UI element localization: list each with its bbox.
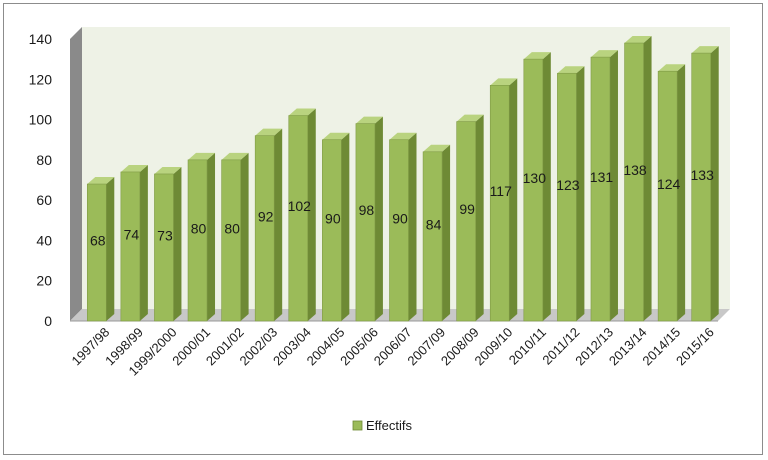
y-tick-label: 0 [44,313,52,329]
bar [489,85,510,322]
data-label: 80 [224,220,240,236]
data-label: 68 [90,232,106,248]
bar [456,121,476,322]
bar-top [691,46,719,54]
bar [422,151,443,322]
bar-top [188,152,216,160]
data-label: 99 [459,201,475,217]
bar-side [106,177,115,321]
bar [624,42,644,322]
data-label: 124 [657,176,681,192]
bar [254,135,275,322]
bar-top [423,144,451,152]
data-label: 98 [359,202,375,218]
bar-top [590,50,618,58]
bar-side [341,132,350,321]
bar-side [173,166,182,321]
data-label: 138 [623,162,647,178]
bar-side [374,116,383,321]
y-tick-label: 60 [36,192,52,208]
bar [221,159,241,322]
bar-top [523,52,551,60]
bar-side [139,164,148,321]
bar-top [490,78,518,86]
bar-side [240,152,249,321]
bar-top [120,164,148,172]
side-wall [70,27,82,321]
x-tick-label: 2015/16 [673,325,717,369]
data-label: 102 [288,198,312,214]
bar-top [87,177,115,185]
data-label: 133 [691,167,715,183]
y-tick-label: 80 [36,152,52,168]
legend-swatch [352,420,363,431]
bar-top [154,166,182,174]
bar-side [442,144,451,321]
data-label: 84 [426,216,442,232]
bar [557,72,577,322]
y-tick-label: 120 [29,71,53,87]
legend-label: Effectifs [366,418,413,433]
bar-side [207,152,216,321]
bar [691,52,712,322]
bar [355,123,376,322]
bar-top [658,64,686,72]
data-label: 74 [124,226,140,242]
data-label: 80 [191,220,207,236]
y-tick-label: 140 [29,31,53,47]
bar-side [509,78,518,321]
bar-side [475,114,484,321]
bar-top [389,132,417,140]
data-label: 130 [523,170,547,186]
bar-top [255,128,283,136]
data-label: 117 [490,183,513,199]
y-tick-label: 40 [36,232,52,248]
bar [322,139,342,322]
bar-top [355,116,383,124]
bar [590,56,611,322]
data-label: 92 [258,208,274,224]
bar [523,58,544,322]
bar-top [624,36,652,44]
x-tick-label: 2009/10 [472,325,516,369]
bar-top [221,152,249,160]
bar-top [557,66,585,74]
bar-side [643,36,652,322]
bar [389,139,409,322]
data-label: 90 [392,210,408,226]
bar-top [322,132,350,140]
bar [657,70,678,322]
bar [120,171,141,322]
bar-side [677,64,686,321]
data-label: 73 [157,227,173,243]
data-label: 123 [556,177,580,193]
bar [86,183,107,322]
data-label: 131 [590,169,614,185]
data-label: 90 [325,210,341,226]
bar-side [408,132,417,321]
bar-top [288,108,316,116]
bar-side [576,66,585,321]
bar [288,115,309,322]
bar-side [274,128,283,321]
bar-top [456,114,484,122]
bar-side [710,46,719,321]
bar [187,159,208,322]
bar-side [307,108,316,322]
bar [154,173,174,322]
y-tick-label: 100 [29,112,53,128]
y-tick-label: 20 [36,273,52,289]
bar-side [609,50,618,321]
bar-side [542,52,551,322]
